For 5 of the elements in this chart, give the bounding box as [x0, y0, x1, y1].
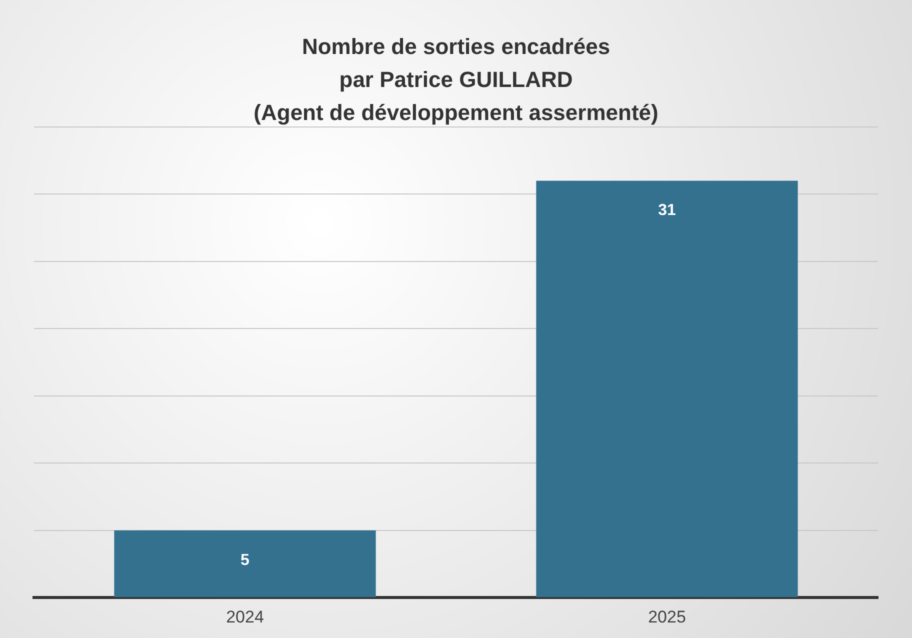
x-tick-label: 2024 [226, 607, 264, 626]
x-tick-label: 2025 [648, 607, 686, 626]
chart-title: Nombre de sorties encadrées par Patrice GUILLARD (Agent de développement assermenté) [254, 34, 658, 126]
data-label: 5 [240, 552, 250, 569]
data-label: 31 [658, 202, 676, 220]
